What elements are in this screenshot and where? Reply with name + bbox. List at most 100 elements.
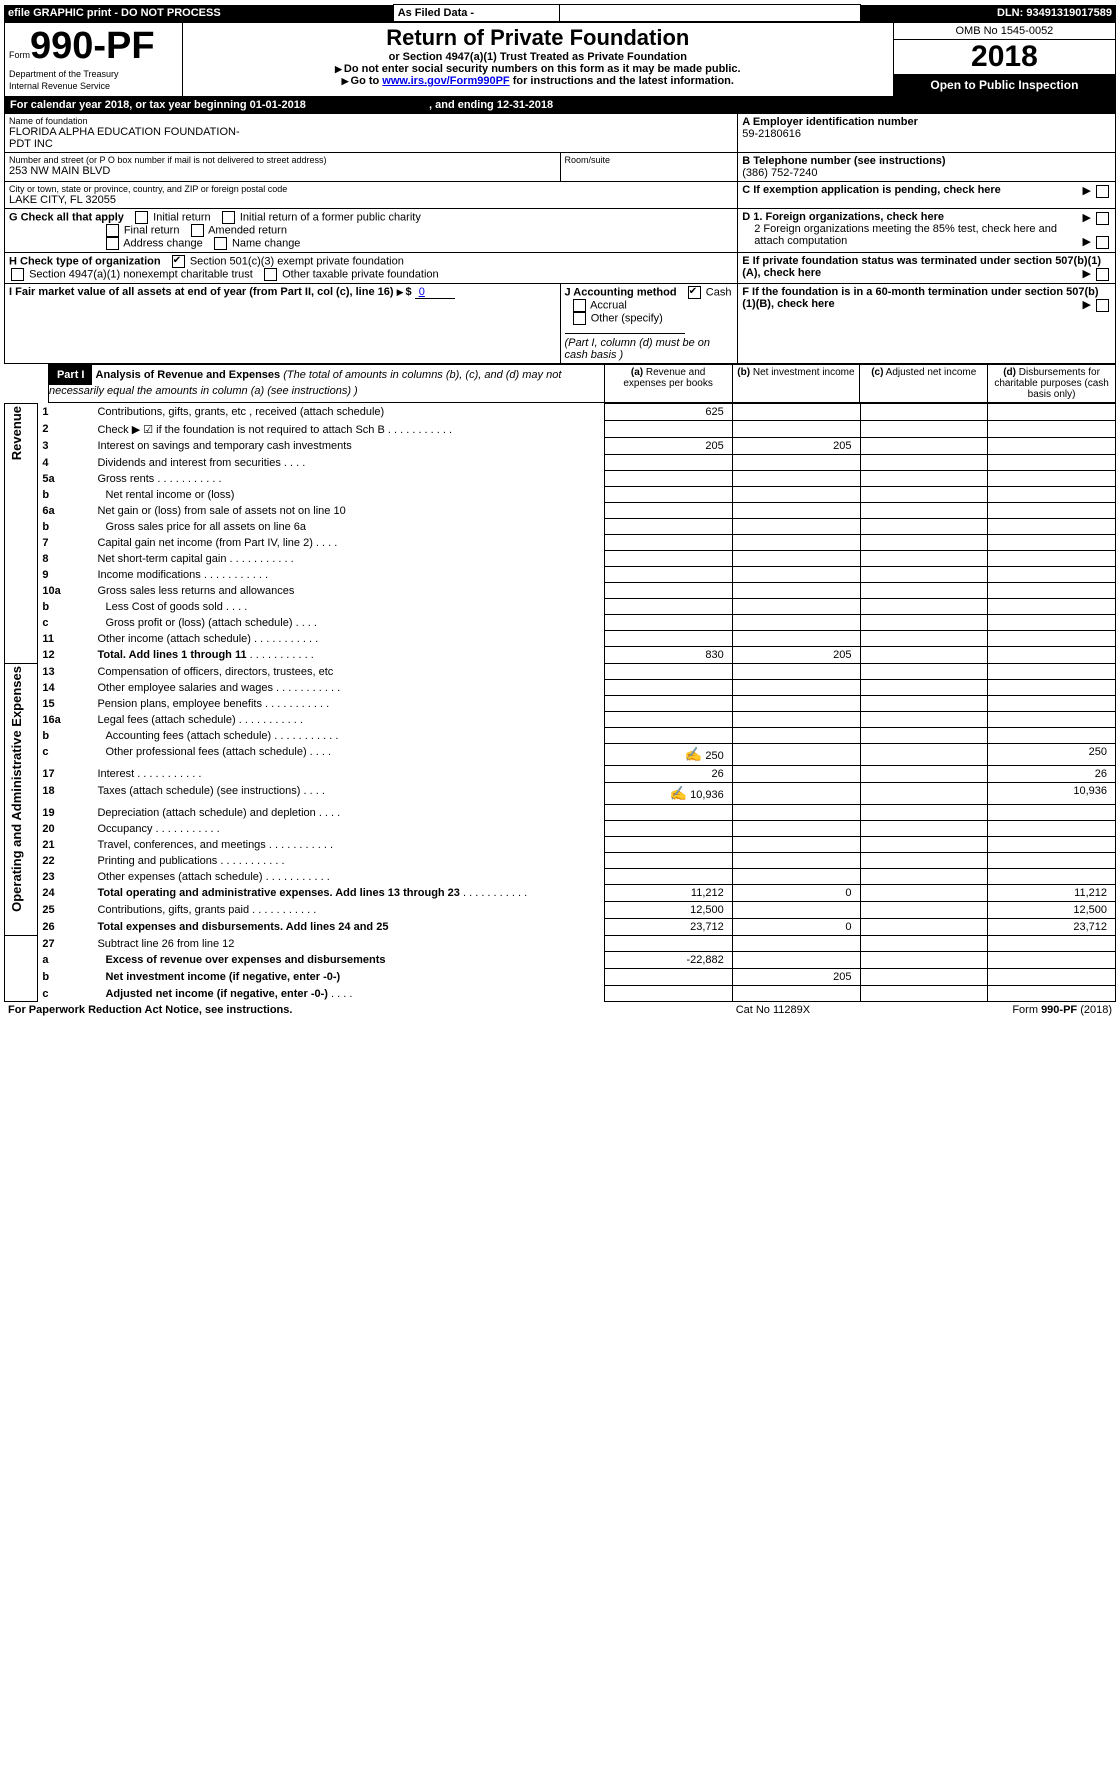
amount-cell: [860, 438, 988, 455]
amount-cell: [988, 519, 1116, 535]
g-amended-checkbox[interactable]: [191, 224, 204, 237]
amount-cell: 11,212: [605, 885, 733, 902]
line-number: c: [38, 744, 94, 766]
line-number: 19: [38, 805, 94, 821]
attachment-icon[interactable]: ✍: [685, 746, 702, 762]
h-501c3-checkbox[interactable]: [172, 255, 185, 268]
asfiled-blank: [560, 5, 860, 22]
f-label: F If the foundation is in a 60-month ter…: [742, 286, 1098, 310]
line-number: 6a: [38, 503, 94, 519]
g-initial-former-checkbox[interactable]: [222, 211, 235, 224]
amount-cell: [860, 837, 988, 853]
g-final-return-checkbox[interactable]: [106, 224, 119, 237]
g-initial-return-checkbox[interactable]: [135, 211, 148, 224]
amount-cell: [860, 615, 988, 631]
line-number: 7: [38, 535, 94, 551]
g-address-change-checkbox[interactable]: [106, 237, 119, 250]
line-number: 17: [38, 766, 94, 783]
line-description: Check ▶ ☑ if the foundation is not requi…: [93, 421, 604, 438]
table-row: 21Travel, conferences, and meetings: [5, 837, 1116, 853]
name-label: Name of foundation: [9, 116, 733, 126]
amount-cell: [988, 837, 1116, 853]
amount-cell: 0: [732, 885, 860, 902]
irs-link[interactable]: www.irs.gov/Form990PF: [382, 75, 509, 87]
attachment-icon[interactable]: ✍: [670, 785, 687, 801]
h-4947-checkbox[interactable]: [11, 268, 24, 281]
amount-cell: 12,500: [988, 902, 1116, 919]
line-number: b: [38, 969, 94, 986]
form-title: Return of Private Foundation: [187, 25, 889, 51]
line-description: Interest: [93, 766, 604, 783]
phone-label: B Telephone number (see instructions): [742, 155, 1111, 167]
table-row: 7Capital gain net income (from Part IV, …: [5, 535, 1116, 551]
e-checkbox[interactable]: [1096, 268, 1109, 281]
amount-cell: [732, 728, 860, 744]
exemption-checkbox[interactable]: [1096, 185, 1109, 198]
d2-checkbox[interactable]: [1096, 236, 1109, 249]
line-number: 23: [38, 869, 94, 885]
line-description: Excess of revenue over expenses and disb…: [93, 952, 604, 969]
amount-cell: [732, 766, 860, 783]
amount-cell: [860, 404, 988, 421]
line-number: 15: [38, 696, 94, 712]
amount-cell: [605, 805, 733, 821]
amount-cell: [605, 487, 733, 503]
line-number: 24: [38, 885, 94, 902]
line-number: 16a: [38, 712, 94, 728]
line-description: Compensation of officers, directors, tru…: [93, 664, 604, 680]
table-row: cOther professional fees (attach schedul…: [5, 744, 1116, 766]
line-number: 18: [38, 783, 94, 805]
footer-right: Form 990-PF (2018): [868, 1002, 1116, 1018]
amount-cell: [860, 805, 988, 821]
amount-cell: [605, 837, 733, 853]
amount-cell: [988, 471, 1116, 487]
j-cash-checkbox[interactable]: [688, 286, 701, 299]
j-other-checkbox[interactable]: [573, 312, 586, 325]
table-row: bNet investment income (if negative, ent…: [5, 969, 1116, 986]
line-number: a: [38, 952, 94, 969]
amount-cell: [860, 519, 988, 535]
table-row: 4Dividends and interest from securities: [5, 455, 1116, 471]
amount-cell: [605, 869, 733, 885]
ein-label: A Employer identification number: [742, 116, 1111, 128]
phone-value: (386) 752-7240: [742, 167, 1111, 179]
amount-cell: [988, 567, 1116, 583]
amount-cell: [860, 680, 988, 696]
amount-cell: 12,500: [605, 902, 733, 919]
h-other-taxable-checkbox[interactable]: [264, 268, 277, 281]
amount-cell: [988, 583, 1116, 599]
amount-cell: [605, 421, 733, 438]
exemption-pending-label: C If exemption application is pending, c…: [742, 184, 1001, 196]
amount-cell: [605, 821, 733, 837]
j-label: J Accounting method: [565, 286, 677, 298]
d1-checkbox[interactable]: [1096, 212, 1109, 225]
line-description: Gross profit or (loss) (attach schedule): [93, 615, 604, 631]
fmv-value[interactable]: 0: [415, 286, 455, 299]
amount-cell: [988, 487, 1116, 503]
amount-cell: [732, 583, 860, 599]
line-description: Other income (attach schedule): [93, 631, 604, 647]
line-description: Subtract line 26 from line 12: [93, 936, 604, 952]
form-subtitle: or Section 4947(a)(1) Trust Treated as P…: [187, 51, 889, 63]
table-row: 18Taxes (attach schedule) (see instructi…: [5, 783, 1116, 805]
amount-cell: [860, 936, 988, 952]
table-row: 16aLegal fees (attach schedule): [5, 712, 1116, 728]
topbar: efile GRAPHIC print - DO NOT PROCESS As …: [4, 4, 1116, 22]
line-number: 21: [38, 837, 94, 853]
tax-year: 2018: [894, 40, 1115, 74]
foundation-name: FLORIDA ALPHA EDUCATION FOUNDATION- PDT …: [9, 126, 733, 150]
amount-cell: [605, 969, 733, 986]
section-label: Operating and Administrative Expenses: [5, 664, 38, 936]
amount-cell: [860, 696, 988, 712]
amount-cell: 26: [988, 766, 1116, 783]
g-name-change-checkbox[interactable]: [214, 237, 227, 250]
line-number: 25: [38, 902, 94, 919]
amount-cell: [860, 535, 988, 551]
amount-cell: [860, 885, 988, 902]
amount-cell: [732, 487, 860, 503]
d2-label: 2 Foreign organizations meeting the 85% …: [754, 223, 1057, 247]
j-accrual-checkbox[interactable]: [573, 299, 586, 312]
amount-cell: 0: [732, 919, 860, 936]
f-checkbox[interactable]: [1096, 299, 1109, 312]
table-row: bNet rental income or (loss): [5, 487, 1116, 503]
